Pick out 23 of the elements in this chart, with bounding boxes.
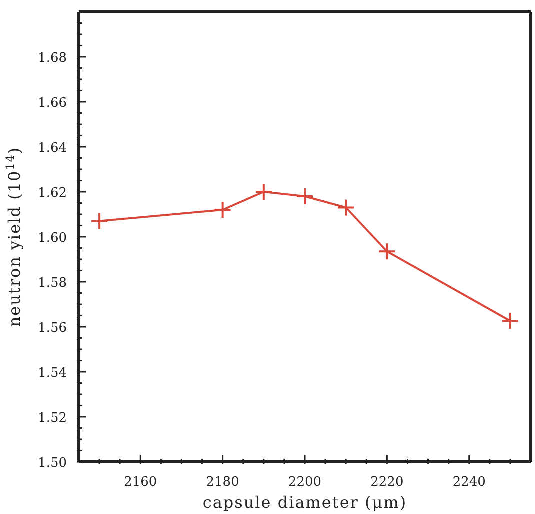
- x-tick-label: 2200: [288, 475, 322, 490]
- point: [501, 312, 520, 330]
- point: [337, 198, 356, 217]
- x-tick-label: 2240: [452, 475, 486, 490]
- x-tick-label: 2220: [370, 475, 404, 490]
- x-tick-label: 2180: [206, 475, 240, 490]
- y-tick-label: 1.68: [38, 51, 67, 66]
- x-axis-title: capsule diameter (μm): [202, 493, 408, 512]
- y-tick-label: 1.58: [38, 276, 67, 291]
- y-tick-label: 1.50: [38, 456, 67, 471]
- y-tick-label: 1.66: [38, 96, 67, 111]
- y-tick-label: 1.62: [38, 186, 67, 201]
- y-tick-label: 1.60: [38, 231, 67, 246]
- point: [254, 183, 273, 201]
- y-tick-label: 1.52: [38, 411, 67, 426]
- y-tick-label: 1.64: [38, 141, 67, 156]
- y-tick-label: 1.54: [38, 366, 67, 381]
- y-tick-label: 1.56: [38, 321, 67, 336]
- point: [214, 201, 232, 219]
- x-tick-label: 2160: [124, 475, 158, 490]
- point: [90, 212, 109, 230]
- point: [378, 242, 396, 261]
- point: [296, 188, 314, 206]
